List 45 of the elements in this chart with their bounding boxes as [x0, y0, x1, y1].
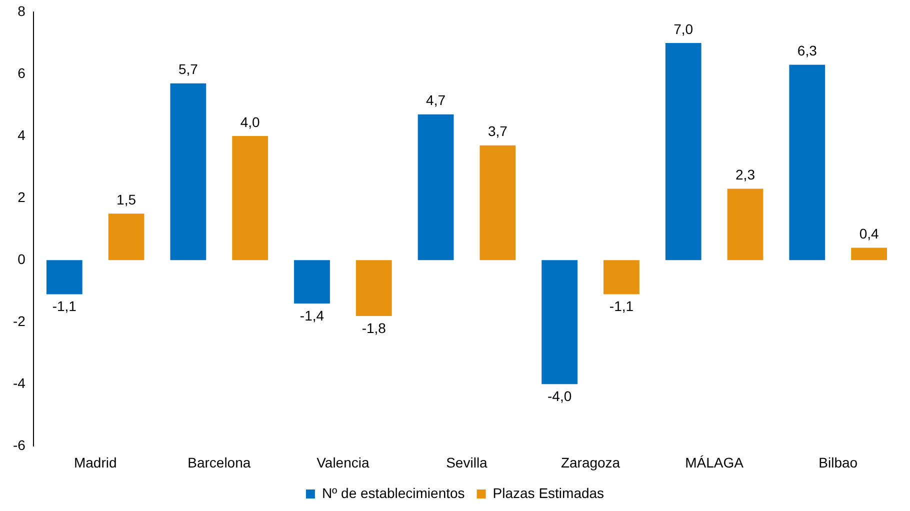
data-label: 4,0 — [240, 114, 260, 130]
x-tick-label: MÁLAGA — [685, 454, 744, 470]
data-label: 3,7 — [488, 123, 508, 140]
x-tick-label: Madrid — [74, 454, 117, 470]
data-label: 0,4 — [859, 226, 879, 242]
bar — [46, 260, 82, 294]
y-tick-label: 4 — [18, 126, 26, 143]
y-tick-label: 8 — [18, 2, 26, 19]
bar — [604, 260, 640, 294]
bar — [727, 188, 764, 260]
x-tick-label: Valencia — [316, 454, 370, 470]
bar — [542, 260, 578, 384]
data-label: 5,7 — [178, 61, 198, 78]
data-label: 6,3 — [797, 42, 818, 59]
data-label: -1,4 — [300, 307, 324, 324]
x-tick-label: Sevilla — [446, 454, 488, 470]
y-tick-label: 6 — [18, 64, 26, 81]
legend-label: Plazas Estimadas — [492, 484, 604, 501]
data-label: 7,0 — [674, 20, 694, 37]
data-label: 1,5 — [116, 191, 136, 208]
y-tick-label: 0 — [18, 250, 26, 267]
y-tick-label: 2 — [18, 188, 26, 205]
y-tick-label: -4 — [12, 375, 26, 392]
x-tick-label: Zaragoza — [560, 454, 620, 470]
bar — [170, 83, 206, 260]
bar — [356, 260, 392, 316]
data-label: -1,8 — [362, 320, 386, 336]
y-tick-label: -2 — [12, 313, 26, 329]
bar — [232, 136, 268, 260]
bar — [789, 64, 826, 260]
y-tick-label: -6 — [12, 437, 26, 454]
data-label: -1,1 — [52, 298, 77, 314]
bar — [418, 114, 454, 260]
data-label: 4,7 — [426, 92, 446, 108]
bar — [851, 248, 887, 260]
bar — [108, 214, 144, 260]
bar — [294, 260, 330, 304]
x-tick-label: Barcelona — [188, 454, 251, 470]
bar — [480, 145, 516, 260]
data-label: 2,3 — [736, 166, 756, 183]
x-tick-label: Bilbao — [818, 454, 858, 470]
data-label: -4,0 — [548, 388, 572, 404]
legend-label: Nº de establecimientos — [322, 484, 465, 501]
data-label: -1,1 — [609, 298, 634, 314]
bar — [665, 43, 702, 260]
